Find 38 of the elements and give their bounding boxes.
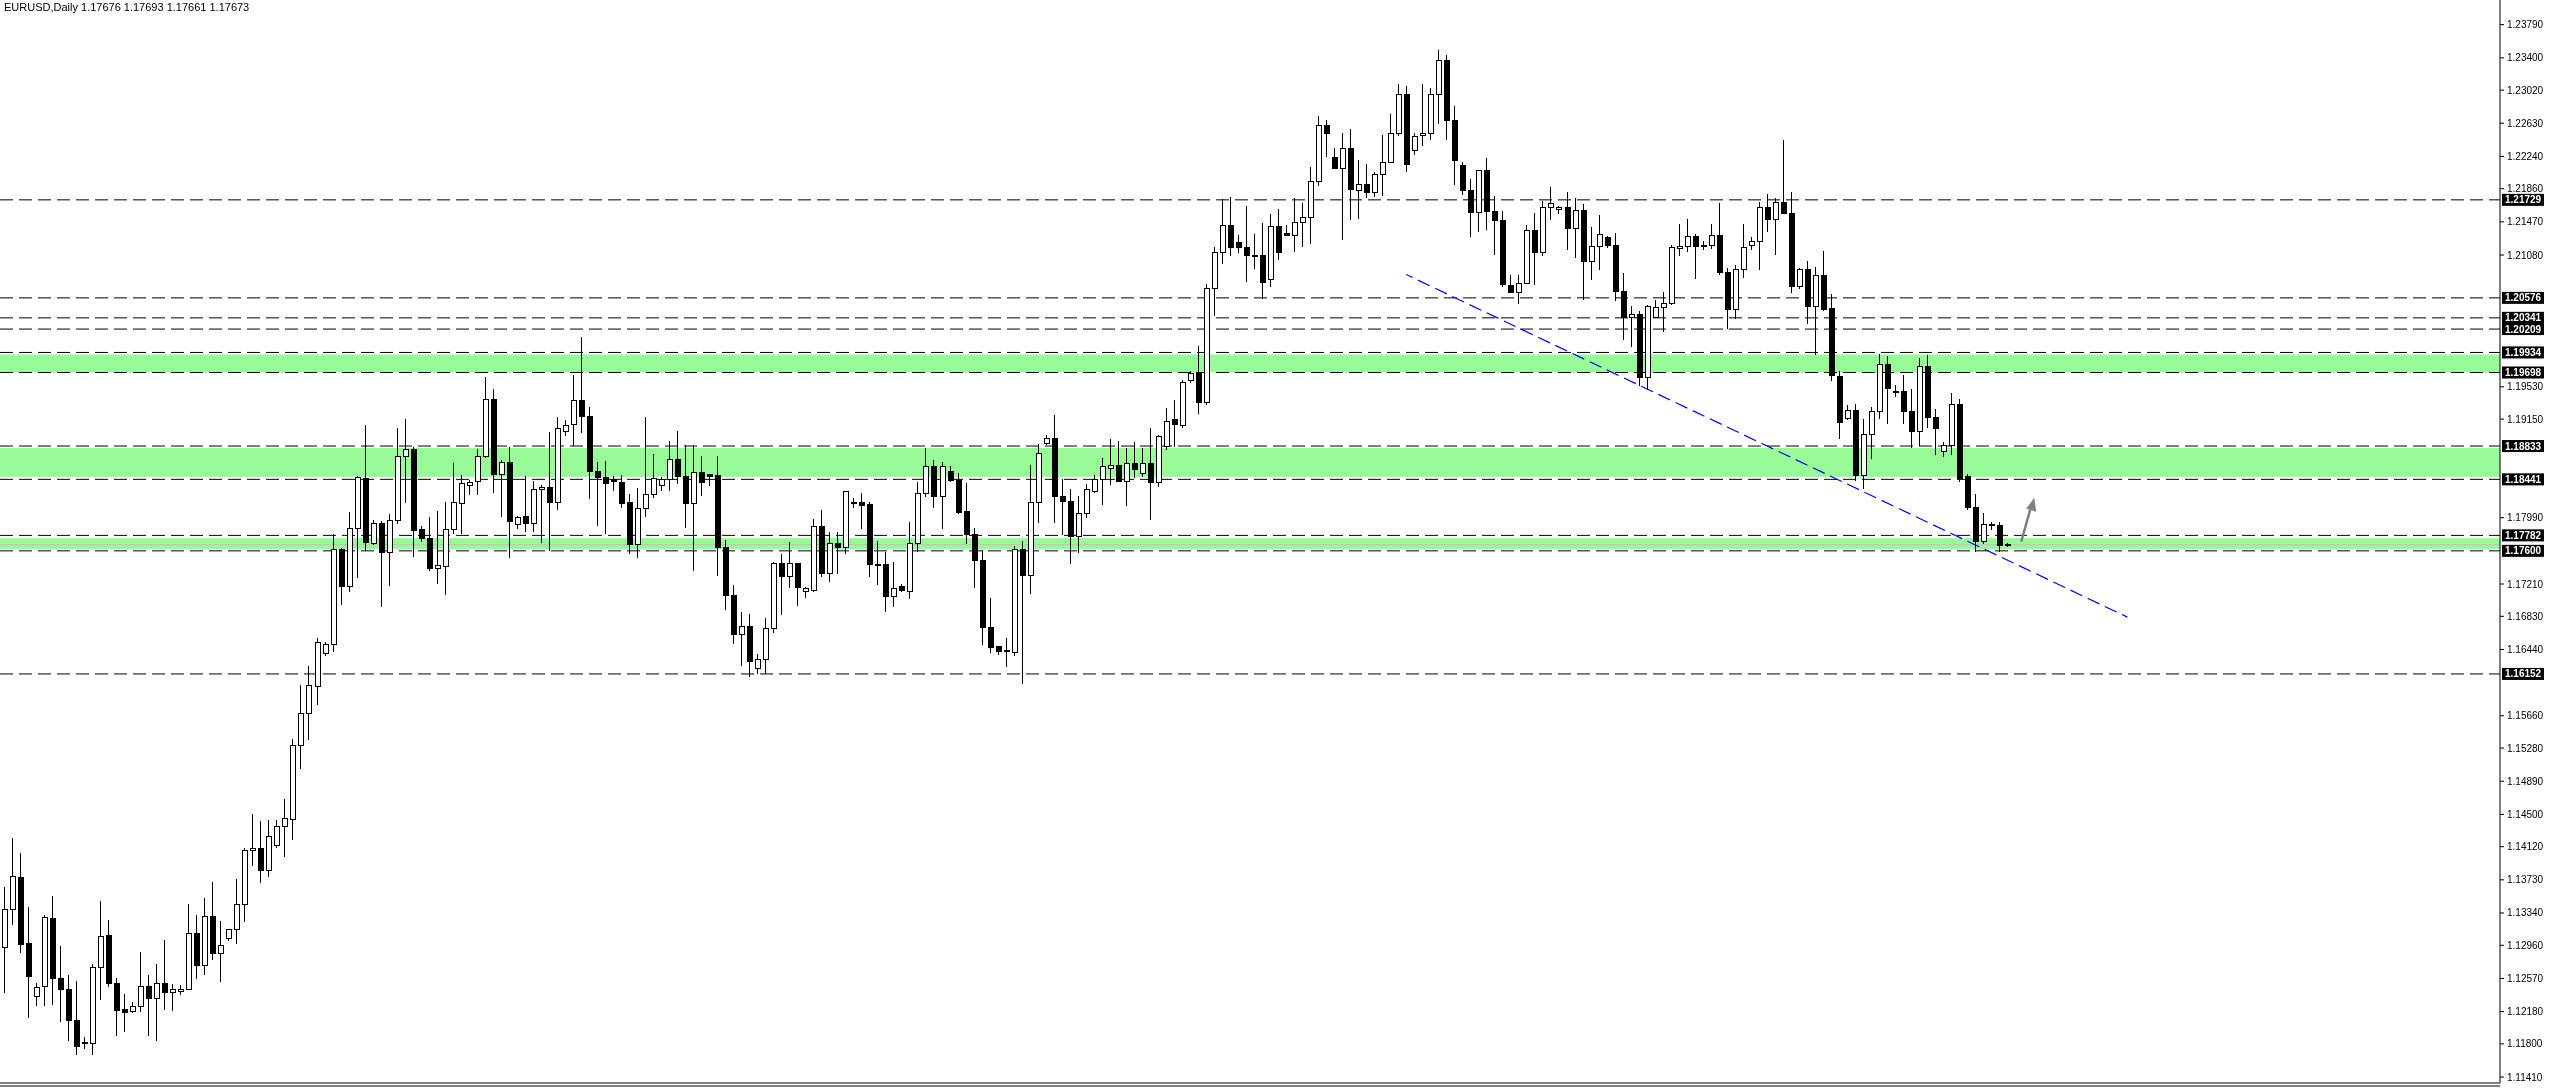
y-tick-label: 1.14120 bbox=[2507, 841, 2544, 853]
y-tick-label: 1.11410 bbox=[2507, 1071, 2543, 1083]
y-tick-label: 1.14890 bbox=[2507, 775, 2544, 787]
y-tick-label: 1.17210 bbox=[2507, 578, 2544, 590]
ref-line-label: 1.17600 bbox=[2505, 545, 2542, 557]
y-tick-label: 1.14500 bbox=[2507, 808, 2544, 820]
ref-line-label: 1.20576 bbox=[2505, 292, 2542, 304]
y-tick-label: 1.15660 bbox=[2507, 710, 2544, 722]
y-tick-label: 1.12960 bbox=[2507, 939, 2544, 951]
y-tick-label: 1.21860 bbox=[2507, 183, 2544, 195]
y-tick-label: 1.17990 bbox=[2507, 512, 2544, 524]
ref-line-label: 1.20341 bbox=[2505, 312, 2542, 324]
ref-line-label: 1.21729 bbox=[2505, 194, 2542, 206]
y-tick-label: 1.12180 bbox=[2507, 1006, 2544, 1018]
ref-line-label: 1.17782 bbox=[2505, 529, 2542, 541]
y-tick-label: 1.13340 bbox=[2507, 907, 2544, 919]
chart-title: EURUSD,Daily 1.17676 1.17693 1.17661 1.17673 bbox=[4, 1, 250, 13]
ref-line-label: 1.18833 bbox=[2505, 440, 2542, 452]
y-tick-label: 1.13730 bbox=[2507, 874, 2544, 886]
y-tick-label: 1.21470 bbox=[2507, 216, 2544, 228]
y-tick-label: 1.16440 bbox=[2507, 643, 2544, 655]
y-tick-label: 1.11800 bbox=[2507, 1038, 2543, 1050]
ref-line-label: 1.19934 bbox=[2505, 346, 2542, 358]
y-tick-label: 1.15280 bbox=[2507, 742, 2544, 754]
y-tick-label: 1.19150 bbox=[2507, 413, 2544, 425]
ref-line-label: 1.19698 bbox=[2505, 367, 2542, 378]
y-tick-label: 1.12570 bbox=[2507, 972, 2544, 984]
y-tick-label: 1.21080 bbox=[2507, 249, 2544, 261]
y-tick-label: 1.23400 bbox=[2507, 52, 2544, 64]
ref-line-label: 1.20209 bbox=[2505, 323, 2542, 335]
y-tick-label: 1.19530 bbox=[2507, 381, 2544, 393]
y-tick-label: 1.22240 bbox=[2507, 150, 2544, 162]
y-tick-label: 1.23020 bbox=[2507, 84, 2544, 96]
ref-line-label: 1.16152 bbox=[2505, 668, 2542, 680]
y-tick-label: 1.16830 bbox=[2507, 610, 2544, 622]
y-tick-label: 1.22630 bbox=[2507, 117, 2544, 129]
y-tick-label: 1.23790 bbox=[2507, 19, 2544, 31]
ref-line-label: 1.18441 bbox=[2505, 473, 2542, 485]
